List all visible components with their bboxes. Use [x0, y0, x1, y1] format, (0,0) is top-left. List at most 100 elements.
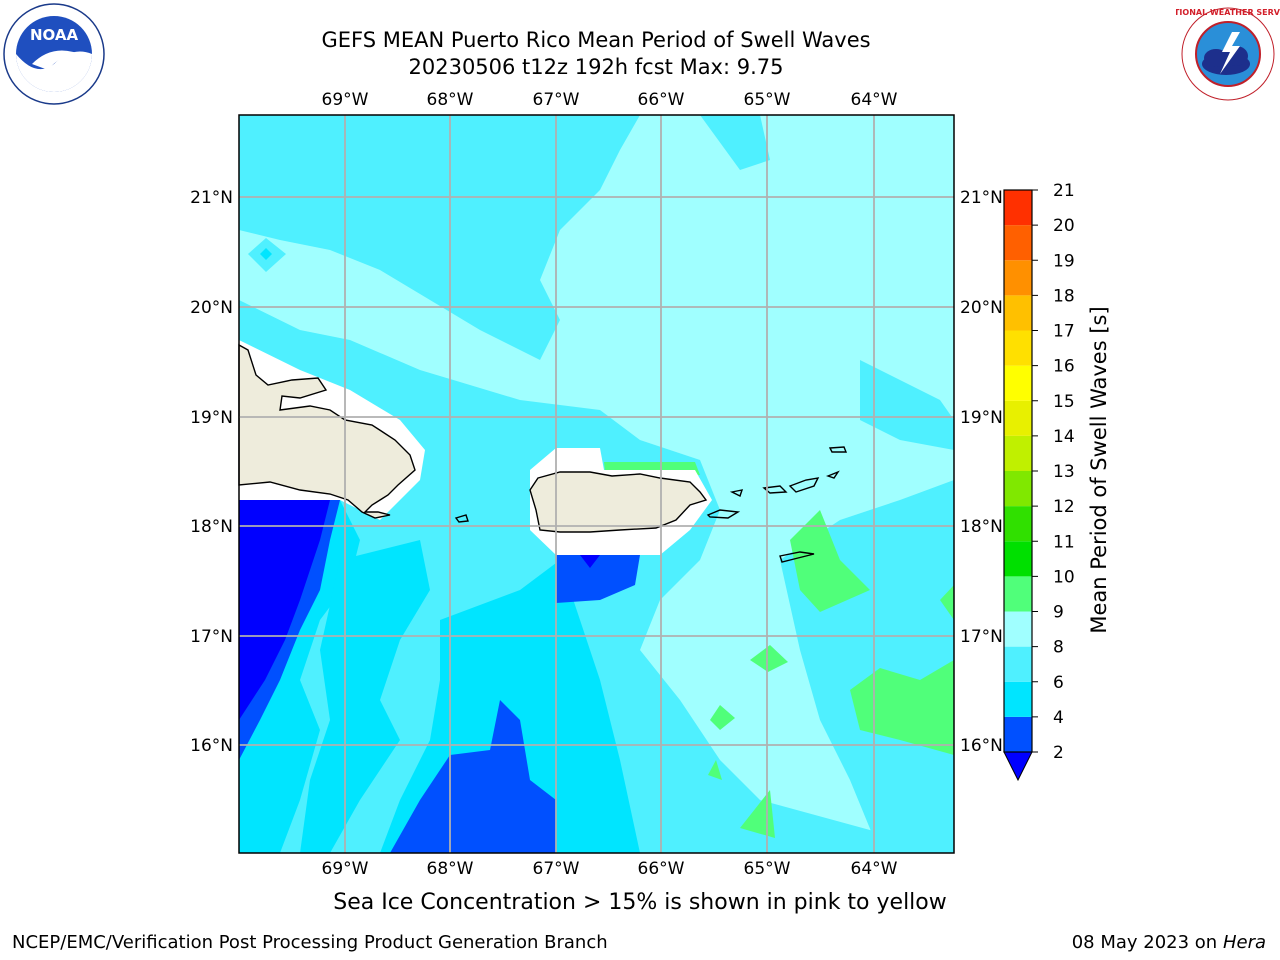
lon-tick-label-top: 64°W	[851, 90, 898, 110]
footer-host: Hera	[1222, 932, 1266, 953]
colorbar-segment	[1004, 611, 1032, 647]
colorbar-segment	[1004, 400, 1032, 436]
colorbar-tick-label: 19	[1053, 251, 1075, 271]
land-puerto-rico	[529, 471, 708, 533]
lon-tick-label-top: 68°W	[427, 90, 474, 110]
period-4-6-diamond	[260, 248, 272, 260]
colorbar-tick-label: 15	[1053, 392, 1075, 412]
sea-ice-note: Sea Ice Concentration > 15% is shown in …	[333, 890, 947, 915]
period-6-8-ne	[860, 360, 954, 450]
tick-labels: 69°W 69°W 68°W 68°W 67°W 67°W 66°W 66°W 65°W 65°W…	[190, 90, 1003, 879]
lat-tick-label-left: 21°N	[190, 188, 233, 208]
colorbar-tick-label: 11	[1053, 532, 1075, 552]
colorbar-tick-label: 21	[1053, 181, 1075, 201]
land-anegada	[828, 446, 848, 453]
lat-tick-label-left: 17°N	[190, 627, 233, 647]
lat-tick-label-right: 17°N	[960, 627, 1003, 647]
colorbar-tick-label: 12	[1053, 497, 1075, 517]
lat-tick-label-left: 20°N	[190, 298, 233, 318]
colorbar-label: Mean Period of Swell Waves [s]	[1087, 306, 1111, 633]
period-4-6-sw	[300, 540, 430, 853]
period-9-10-g	[708, 760, 722, 780]
land-culebra	[729, 489, 744, 497]
footer-date-text: 08 May 2023 on	[1071, 932, 1218, 953]
colorbar-segment	[1004, 541, 1032, 577]
colorbar-tick-label: 13	[1053, 462, 1075, 482]
lon-tick-label-top: 67°W	[533, 90, 580, 110]
nws-logo: NATIONAL WEATHER SERVICE	[1162, 2, 1280, 106]
colorbar-segment	[1004, 435, 1032, 471]
land-st-thomas	[762, 485, 788, 494]
lat-tick-label-left: 16°N	[190, 736, 233, 756]
period-below-2-west	[239, 500, 330, 720]
lon-tick-label-top: 66°W	[638, 90, 685, 110]
footer-branch: NCEP/EMC/Verification Post Processing Pr…	[12, 932, 608, 953]
period-below-2-prs	[580, 555, 600, 568]
lon-tick-label-bottom: 68°W	[427, 859, 474, 879]
nws-logo-text: NATIONAL WEATHER SERVICE	[1176, 8, 1280, 17]
colorbar-segment	[1004, 646, 1032, 682]
colorbar-tick-label: 17	[1053, 322, 1075, 342]
lon-tick-label-top: 69°W	[322, 90, 369, 110]
colorbar-tick-label: 4	[1053, 708, 1064, 728]
noaa-logo: NOAA	[2, 2, 106, 106]
colorbar-segment	[1004, 295, 1032, 331]
lon-tick-label-bottom: 66°W	[638, 859, 685, 879]
colorbar-tick-label: 9	[1053, 603, 1064, 623]
colorbar-tick-label: 10	[1053, 567, 1075, 587]
footer-date: 08 May 2023 on Hera	[1072, 932, 1266, 953]
period-9-10-b	[850, 660, 954, 755]
land	[238, 343, 848, 563]
colorbar: 2 4 6 8 9 10 11 12 13 14 15 16 17 18 19 20 21	[1003, 181, 1075, 782]
colorbar-segment	[1004, 225, 1032, 261]
period-9-10-d	[750, 645, 788, 672]
land-tortola	[788, 477, 820, 493]
swell-period-field	[239, 115, 954, 853]
lat-tick-label-right: 19°N	[960, 408, 1003, 428]
colorbar-tick-label: 8	[1053, 638, 1064, 658]
map-frame	[238, 114, 955, 854]
colorbar-extend-arrow	[1003, 751, 1033, 782]
colorbar-tick-label: 20	[1053, 216, 1075, 236]
colorbar-segment	[1004, 330, 1032, 366]
lon-tick-label-bottom: 69°W	[322, 859, 369, 879]
period-9-10-a	[790, 510, 870, 612]
colorbar-segment	[1004, 506, 1032, 542]
lat-tick-label-right: 20°N	[960, 298, 1003, 318]
colorbar-segment	[1004, 681, 1032, 717]
period-2-4-south	[390, 700, 556, 853]
lon-tick-label-bottom: 64°W	[851, 859, 898, 879]
chart-subtitle: 20230506 t12z 192h fcst Max: 9.75	[408, 55, 784, 79]
colorbar-tick-label: 2	[1053, 743, 1064, 763]
colorbar-tick-label: 14	[1053, 427, 1075, 447]
period-6-8-patch	[700, 115, 770, 170]
lat-tick-label-right: 21°N	[960, 188, 1003, 208]
noaa-logo-text: NOAA	[30, 26, 79, 44]
lat-tick-label-right: 16°N	[960, 736, 1003, 756]
colorbar-segment	[1004, 190, 1032, 226]
lon-tick-label-bottom: 65°W	[744, 859, 791, 879]
lat-tick-label-left: 18°N	[190, 517, 233, 537]
colorbar-segment	[1004, 471, 1032, 507]
lat-tick-label-left: 19°N	[190, 408, 233, 428]
colorbar-segment	[1004, 716, 1032, 752]
chart-title: GEFS MEAN Puerto Rico Mean Period of Swe…	[321, 28, 871, 52]
graticule	[239, 115, 954, 853]
colorbar-segment	[1004, 576, 1032, 612]
land-mona	[454, 514, 469, 523]
lat-tick-label-right: 18°N	[960, 517, 1003, 537]
colorbar-tick-label: 16	[1053, 357, 1075, 377]
colorbar-segment	[1004, 365, 1032, 401]
lon-tick-label-bottom: 67°W	[533, 859, 580, 879]
period-6-8-north	[239, 115, 640, 360]
period-2-4-prs	[556, 555, 640, 603]
land-st-croix	[779, 551, 815, 563]
colorbar-tick-label: 18	[1053, 286, 1075, 306]
land-virgin-gorda	[825, 470, 840, 479]
colorbar-tick-label: 6	[1053, 673, 1064, 693]
land-vieques	[706, 509, 741, 519]
lon-tick-label-top: 65°W	[744, 90, 791, 110]
period-9-10-e	[710, 705, 735, 730]
period-9-10-c	[940, 585, 954, 620]
